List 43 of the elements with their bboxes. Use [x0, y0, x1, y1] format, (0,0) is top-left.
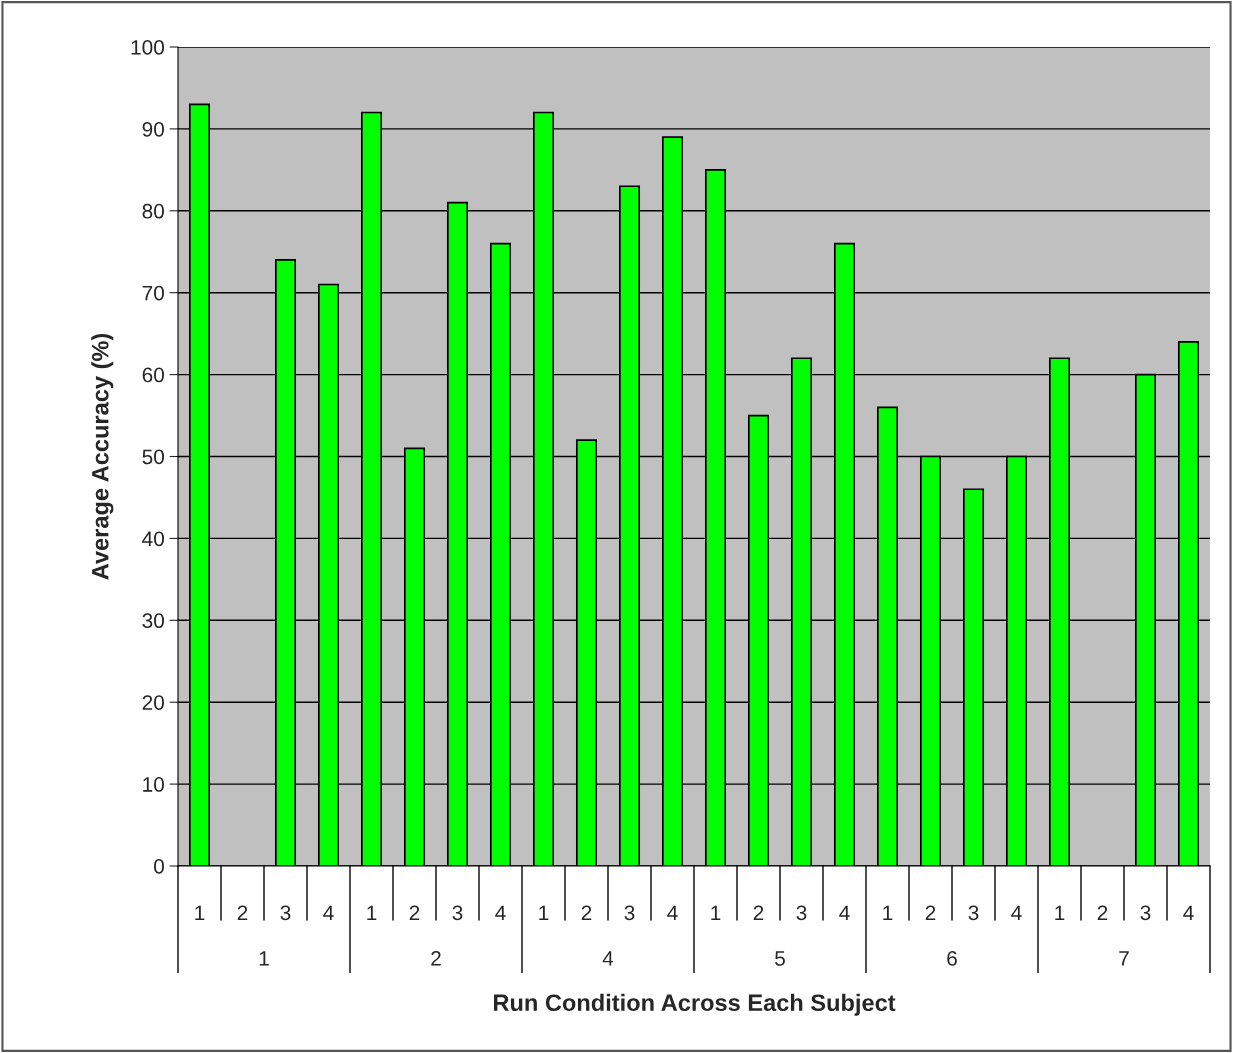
x-tick-label: 4 — [495, 905, 506, 920]
text: 7 — [1119, 951, 1129, 966]
y-tick-label: 90 — [142, 121, 164, 137]
y-tick-label: 100 — [131, 40, 164, 55]
x-tick-label: 2 — [1097, 905, 1108, 920]
x-tick-label: 2 — [753, 905, 764, 920]
x-tick-label: 1 — [883, 905, 893, 920]
text: 1 — [259, 951, 269, 966]
x-tick-label: 1 — [367, 905, 377, 920]
y-tick-label: 20 — [142, 695, 164, 710]
y-axis-title: Average Accuracy (%) — [91, 333, 114, 580]
x-tick-label: 4 — [667, 905, 678, 920]
x-tick-label: 2 — [237, 905, 248, 920]
x-tick-label: 4 — [839, 905, 850, 920]
text: 2 — [431, 951, 441, 966]
x-tick-label: 1 — [1055, 905, 1065, 920]
x-tick-label: 3 — [1140, 905, 1151, 921]
x-tick-label: 4 — [1183, 905, 1194, 920]
x-tick-label: 3 — [280, 905, 291, 921]
x-tick-label: 2 — [925, 905, 936, 920]
x-tick-label: 1 — [195, 905, 205, 920]
x-tick-label: 1 — [711, 905, 721, 920]
y-tick-label: 30 — [142, 613, 164, 629]
y-tick-label: 60 — [142, 367, 164, 383]
x-tick-label: 3 — [624, 905, 635, 921]
x-tick-label: 4 — [1011, 905, 1022, 920]
y-tick-label: 80 — [142, 203, 164, 219]
y-tick-label: 0 — [154, 859, 164, 874]
y-tick-label: 40 — [142, 531, 164, 547]
x-tick-label: 2 — [581, 905, 592, 920]
y-tick-label: 50 — [142, 449, 164, 465]
x-tick-label: 3 — [452, 905, 463, 921]
x-tick-label: 3 — [968, 905, 979, 921]
x-tick-label: 4 — [323, 905, 334, 920]
text: 5 — [775, 951, 785, 966]
y-tick-label: 70 — [142, 285, 164, 301]
x-axis-title: Run Condition Across Each Subject — [494, 993, 896, 1016]
y-tick-label: 10 — [143, 777, 164, 792]
text: 6 — [947, 951, 957, 966]
text: 4 — [602, 951, 614, 966]
x-tick-label: 2 — [409, 905, 420, 920]
x-tick-label: 3 — [796, 905, 807, 921]
x-tick-label: 1 — [539, 905, 549, 920]
